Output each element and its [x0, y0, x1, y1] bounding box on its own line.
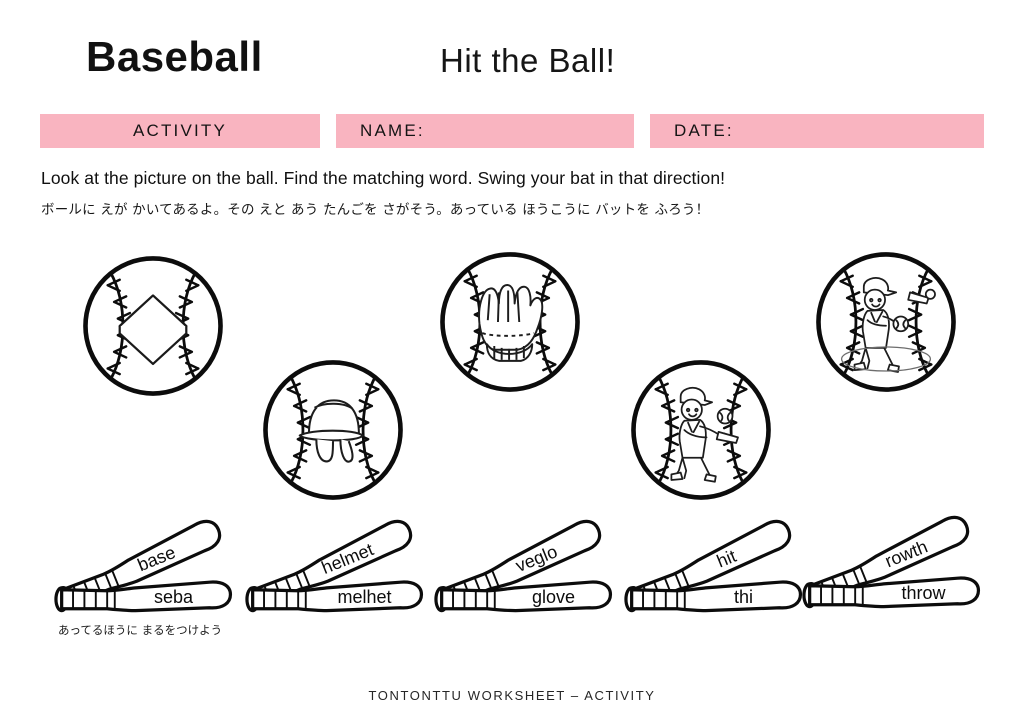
batter-hitting-icon [670, 386, 739, 483]
ball-item-helmet[interactable] [259, 356, 407, 504]
ball-item-throw[interactable] [812, 248, 960, 396]
baseball-glove-icon [478, 284, 544, 362]
baseball-outline-icon [440, 252, 580, 392]
bat-word-lower: seba [154, 587, 194, 607]
instruction-english: Look at the picture on the ball. Find th… [41, 168, 726, 188]
baseball-outline-icon [263, 360, 403, 500]
bat-upper[interactable]: rowth [801, 513, 973, 606]
hint-note: あってるほうに まるをつけよう [58, 623, 223, 637]
bat-group-glove[interactable]: veglo glove [432, 512, 622, 622]
footer-credit: TONTONTTU WORKSHEET – ACTIVITY [368, 688, 656, 703]
bat-lower[interactable]: melhet [245, 580, 424, 613]
page-title: Baseball [86, 33, 263, 80]
date-field[interactable]: DATE: [650, 114, 984, 148]
bat-word-lower: glove [532, 587, 575, 607]
activity-label: ACTIVITY [132, 121, 228, 140]
bat-word-lower: throw [901, 583, 946, 603]
bat-group-helmet[interactable]: helmet melhet [243, 512, 433, 622]
ball-item-base[interactable] [79, 252, 227, 400]
bat-group-throw[interactable]: rowth throw [800, 508, 990, 618]
bat-lower[interactable]: seba [54, 580, 233, 613]
ball-item-glove[interactable] [436, 248, 584, 396]
name-field[interactable]: NAME: [336, 114, 634, 148]
baseball-outline-icon [83, 256, 223, 396]
bat-lower[interactable]: thi [624, 580, 803, 613]
baseball-outline-icon [816, 252, 956, 392]
base-diamond-icon [118, 294, 188, 366]
date-label: DATE: [674, 121, 734, 140]
bat-word-lower: melhet [338, 587, 392, 607]
ball-item-hit[interactable] [627, 356, 775, 504]
bat-group-hit[interactable]: hit thi [622, 512, 812, 622]
bat-lower[interactable]: throw [802, 576, 981, 609]
activity-bar: ACTIVITY [40, 114, 320, 148]
bat-word-lower: thi [734, 587, 753, 607]
player-throwing-icon [853, 277, 936, 373]
name-label: NAME: [360, 121, 425, 140]
batting-helmet-icon [298, 399, 364, 463]
bat-lower[interactable]: glove [434, 580, 613, 613]
baseball-outline-icon [631, 360, 771, 500]
bat-group-base[interactable]: base seba [52, 512, 242, 622]
instruction-japanese: ボールに えが かいてあるよ。その えと あう たんごを さがそう。あっている … [41, 202, 710, 218]
worksheet-subtitle: Hit the Ball! [440, 42, 616, 79]
